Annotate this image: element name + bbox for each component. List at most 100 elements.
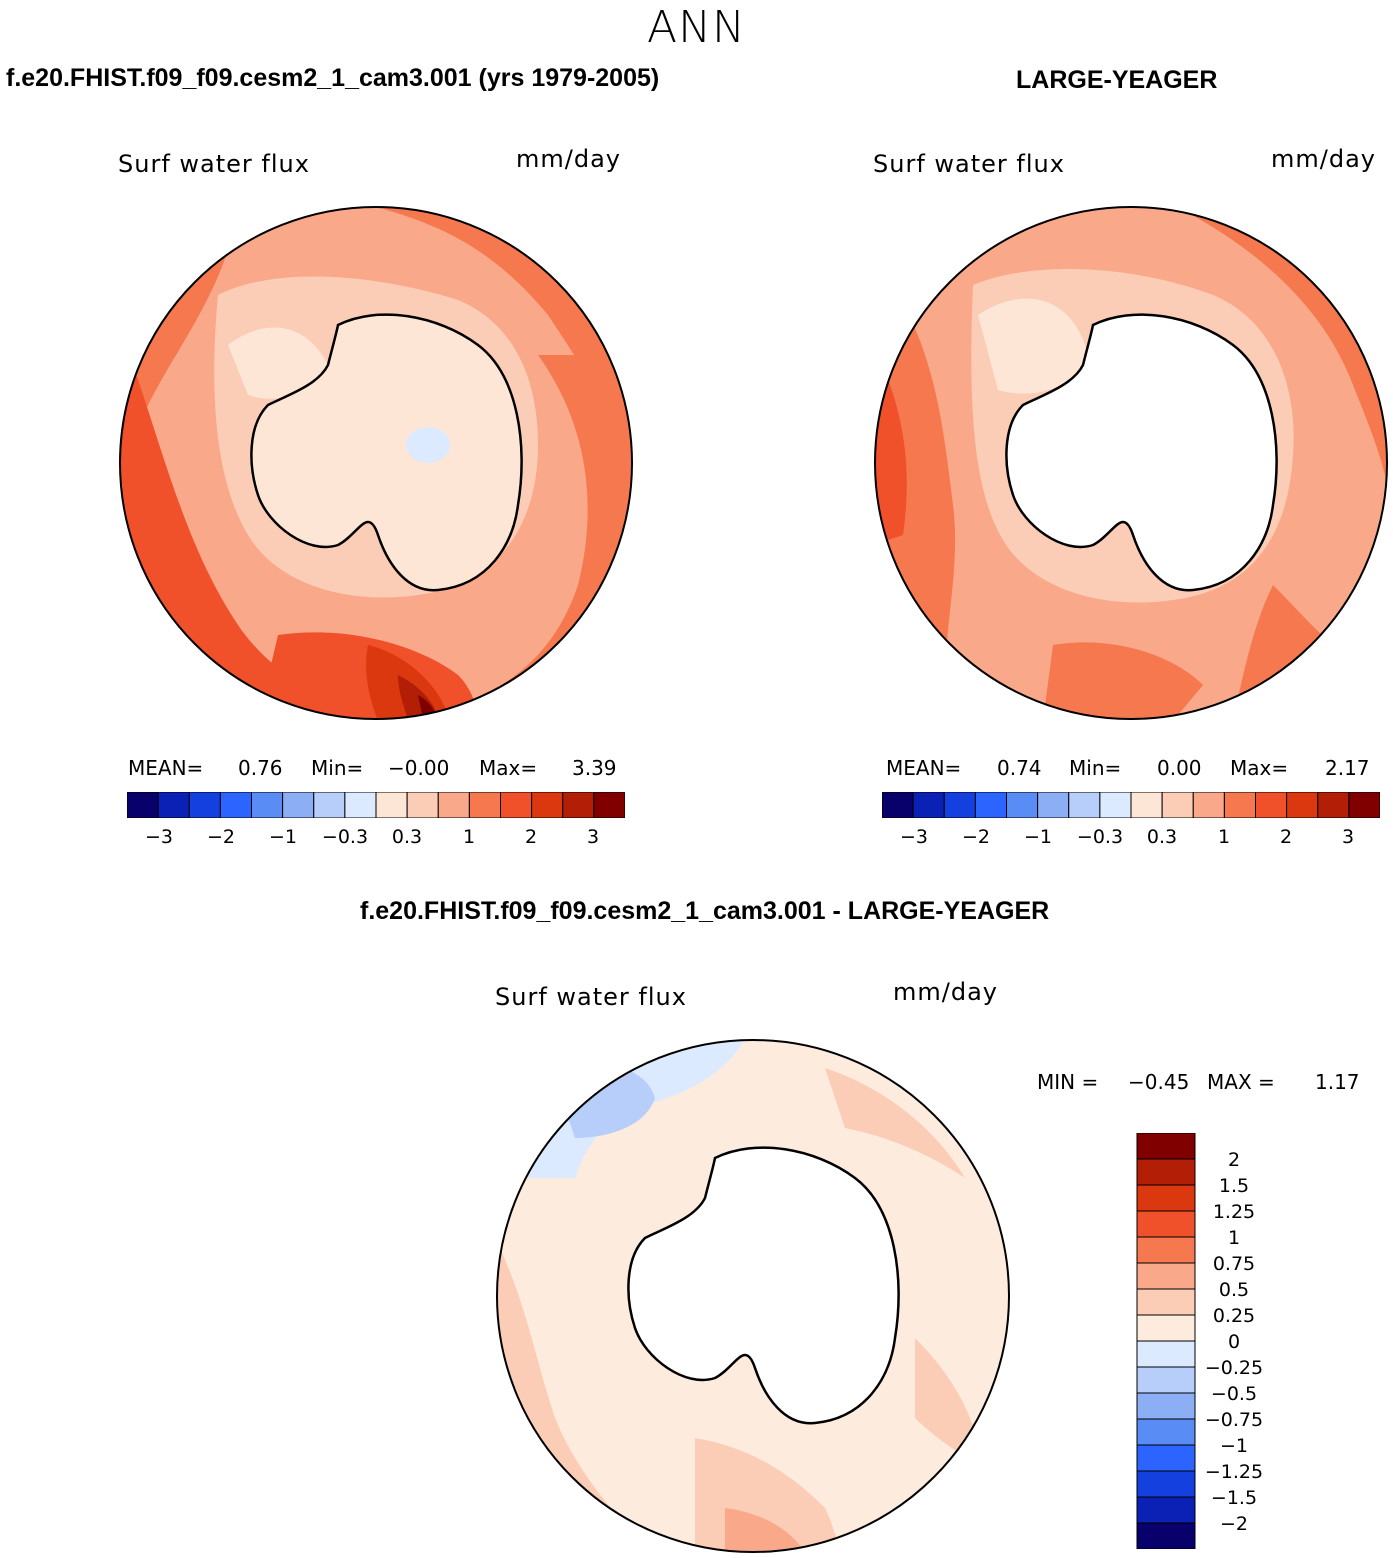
diff-colorbar-swatch [1136, 1392, 1196, 1420]
model-cbar-tick: −0.3 [321, 826, 369, 848]
diff-colorbar-swatch [1136, 1133, 1196, 1160]
obs-colorbar-swatch [912, 792, 945, 818]
model-colorbar-swatch [468, 792, 502, 818]
model-colorbar-swatch [188, 792, 221, 818]
obs-colorbar-swatch [1317, 792, 1350, 818]
obs-variable-label: Surf water flux [873, 150, 1065, 178]
diff-cbar-tick: −1 [1219, 1435, 1248, 1457]
diff-cbar-tick: 0.75 [1212, 1253, 1256, 1275]
model-variable-label: Surf water flux [118, 150, 310, 178]
obs-colorbar [882, 792, 1380, 818]
obs-colorbar-swatch [1068, 792, 1101, 818]
obs-cbar-tick: 0.3 [1146, 826, 1178, 848]
model-colorbar-swatch [127, 792, 159, 818]
obs-colorbar-swatch [943, 792, 976, 818]
obs-max-value: 2.17 [1325, 756, 1370, 780]
model-case-title: f.e20.FHIST.f09_f09.cesm2_1_cam3.001 (yr… [6, 64, 660, 92]
obs-colorbar-swatch [1099, 792, 1132, 818]
diff-colorbar-swatch [1136, 1340, 1196, 1368]
model-colorbar-swatch [344, 792, 377, 818]
season-title: ANN [647, 2, 746, 53]
model-cbar-tick: −2 [206, 826, 235, 848]
model-cbar-tick: −3 [144, 826, 173, 848]
obs-cbar-tick: 2 [1279, 826, 1293, 848]
diff-field-south-maxima [725, 1508, 805, 1552]
diff-max-value: 1.17 [1315, 1070, 1360, 1094]
model-mean-label: MEAN= [128, 756, 204, 780]
model-colorbar-swatch [157, 792, 190, 818]
obs-cbar-tick: −2 [961, 826, 990, 848]
diff-field-northeast-positive [825, 1068, 965, 1178]
model-units-label: mm/day [516, 145, 621, 173]
diff-min-label: MIN = [1037, 1070, 1099, 1094]
model-colorbar-swatch [251, 792, 284, 818]
obs-cbar-tick: 1 [1217, 826, 1231, 848]
model-colorbar-swatch [282, 792, 315, 818]
diff-colorbar-swatch [1136, 1184, 1196, 1212]
model-polar-map [119, 206, 633, 720]
diff-cbar-tick: 0.25 [1212, 1305, 1256, 1327]
model-colorbar-swatch [219, 792, 253, 818]
obs-colorbar-swatch [974, 792, 1008, 818]
model-min-value: −0.00 [388, 756, 450, 780]
model-cbar-tick: 0.3 [391, 826, 423, 848]
model-mean-value: 0.76 [238, 756, 283, 780]
diff-cbar-tick: −0.25 [1204, 1357, 1264, 1379]
diff-cbar-tick: 1.25 [1212, 1201, 1256, 1223]
obs-max-label: Max= [1230, 756, 1289, 780]
diff-cbar-tick: −1.25 [1204, 1461, 1264, 1483]
diff-colorbar-swatch [1136, 1496, 1196, 1524]
obs-polar-map [874, 206, 1388, 720]
obs-field-south-band [1043, 642, 1203, 719]
diff-colorbar-swatch [1136, 1158, 1196, 1186]
diff-variable-label: Surf water flux [495, 983, 687, 1011]
diff-units-label: mm/day [893, 978, 998, 1006]
obs-colorbar-swatch [1286, 792, 1319, 818]
diff-cbar-tick: −1.5 [1210, 1487, 1258, 1509]
obs-units-label: mm/day [1271, 145, 1376, 173]
model-field-southwest-band [120, 325, 418, 719]
obs-mean-value: 0.74 [997, 756, 1042, 780]
model-cbar-tick: −1 [268, 826, 297, 848]
obs-cbar-tick: −1 [1023, 826, 1052, 848]
diff-cbar-tick: 1.5 [1218, 1175, 1250, 1197]
obs-mean-label: MEAN= [886, 756, 962, 780]
model-colorbar-swatch [406, 792, 439, 818]
model-colorbar-swatch [437, 792, 470, 818]
diff-cbar-tick: −2 [1219, 1513, 1248, 1535]
diff-case-title: f.e20.FHIST.f09_f09.cesm2_1_cam3.001 - L… [360, 897, 1050, 925]
model-antarctica-coast [250, 313, 523, 592]
obs-antarctica-coast [1005, 313, 1278, 592]
diff-colorbar-swatch [1136, 1314, 1196, 1342]
model-min-label: Min= [311, 756, 364, 780]
model-colorbar-swatch [593, 792, 625, 818]
model-cbar-tick: 3 [586, 826, 600, 848]
obs-colorbar-swatch [1037, 792, 1070, 818]
diff-map-boundary [496, 1039, 1010, 1553]
diff-cbar-tick: −0.5 [1210, 1383, 1258, 1405]
obs-cbar-tick: −0.3 [1076, 826, 1124, 848]
diff-colorbar-swatch [1136, 1210, 1196, 1238]
diff-cbar-tick: −0.75 [1204, 1409, 1264, 1431]
obs-case-title: LARGE-YEAGER [1016, 66, 1218, 94]
obs-colorbar-swatch [1192, 792, 1225, 818]
diff-colorbar-swatch [1136, 1288, 1196, 1316]
obs-colorbar-swatch [882, 792, 914, 818]
model-colorbar-swatch [562, 792, 595, 818]
diff-min-value: −0.45 [1128, 1070, 1190, 1094]
diff-colorbar-swatch [1136, 1470, 1196, 1498]
obs-colorbar-swatch [1348, 792, 1380, 818]
obs-cbar-tick: −3 [899, 826, 928, 848]
diff-cbar-tick: 0.5 [1218, 1279, 1250, 1301]
model-colorbar-swatch [531, 792, 564, 818]
obs-colorbar-swatch [1161, 792, 1194, 818]
diff-cbar-tick: 2 [1227, 1149, 1241, 1171]
obs-field-weddell [978, 298, 1088, 394]
obs-colorbar-swatch [1006, 792, 1039, 818]
diff-cbar-tick: 1 [1227, 1227, 1241, 1249]
model-field-weddell [228, 327, 328, 399]
model-max-value: 3.39 [572, 756, 617, 780]
model-colorbar-swatch [313, 792, 346, 818]
diff-colorbar-swatch [1136, 1262, 1196, 1290]
obs-map-boundary [874, 206, 1388, 720]
